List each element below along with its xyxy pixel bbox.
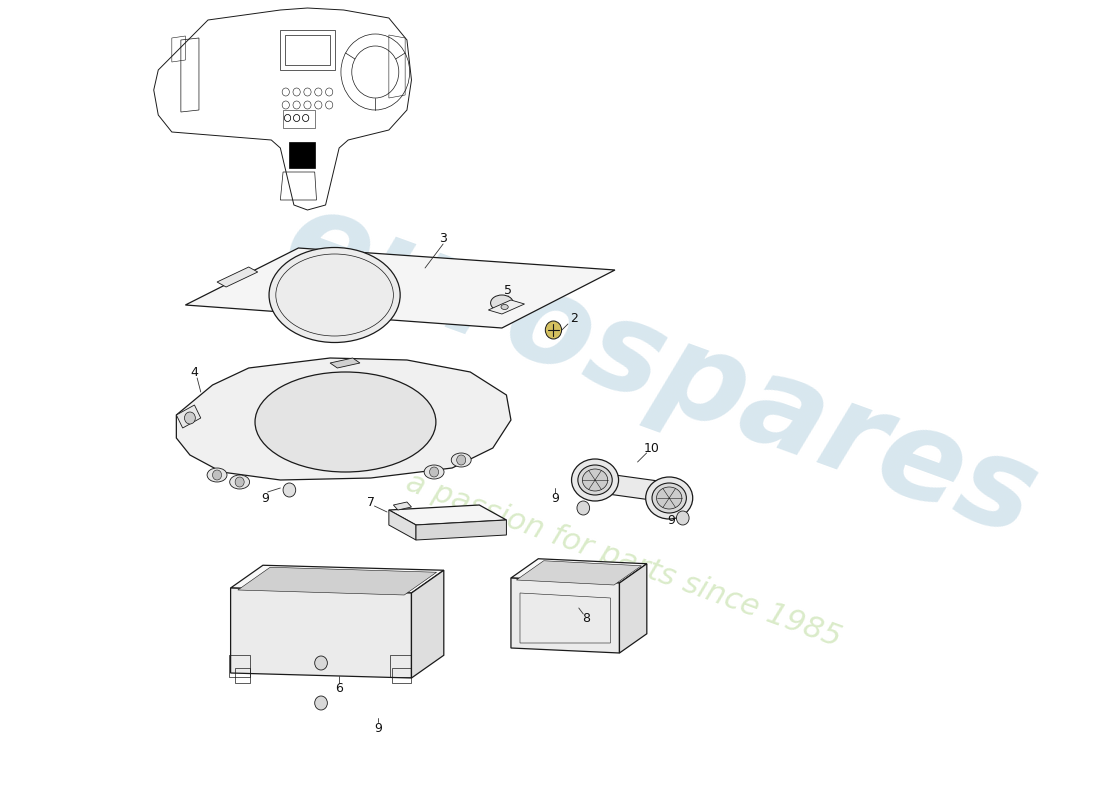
Circle shape — [283, 483, 296, 497]
Circle shape — [235, 477, 244, 487]
Polygon shape — [510, 558, 647, 583]
Text: 6: 6 — [336, 682, 343, 694]
Text: eurospares: eurospares — [268, 178, 1052, 562]
Circle shape — [315, 656, 328, 670]
Polygon shape — [176, 358, 510, 480]
Polygon shape — [411, 570, 443, 678]
Ellipse shape — [500, 305, 508, 310]
Polygon shape — [176, 405, 201, 428]
Text: 7: 7 — [366, 495, 375, 509]
Text: 5: 5 — [504, 283, 513, 297]
Ellipse shape — [646, 477, 693, 519]
Circle shape — [456, 455, 465, 465]
Polygon shape — [416, 520, 506, 540]
Text: 8: 8 — [582, 611, 590, 625]
Polygon shape — [289, 142, 315, 168]
Ellipse shape — [207, 468, 227, 482]
Polygon shape — [231, 588, 411, 678]
Circle shape — [185, 412, 196, 424]
Text: 10: 10 — [644, 442, 659, 454]
Polygon shape — [186, 248, 615, 328]
Ellipse shape — [657, 487, 682, 509]
Circle shape — [430, 467, 439, 477]
Polygon shape — [619, 564, 647, 653]
Polygon shape — [217, 267, 257, 287]
Circle shape — [578, 501, 590, 515]
Text: 4: 4 — [190, 366, 198, 378]
Polygon shape — [394, 502, 411, 510]
Ellipse shape — [451, 453, 471, 467]
Polygon shape — [389, 505, 506, 525]
Ellipse shape — [572, 459, 618, 501]
Ellipse shape — [230, 475, 250, 489]
Ellipse shape — [582, 469, 607, 491]
Ellipse shape — [270, 247, 400, 342]
Polygon shape — [510, 578, 619, 653]
Text: 3: 3 — [439, 231, 447, 245]
Polygon shape — [516, 561, 641, 585]
Polygon shape — [579, 470, 688, 505]
Polygon shape — [488, 300, 525, 314]
Text: 9: 9 — [551, 491, 559, 505]
Text: 9: 9 — [667, 514, 675, 526]
Text: 2: 2 — [570, 311, 579, 325]
Polygon shape — [231, 566, 443, 593]
Polygon shape — [389, 510, 416, 540]
Circle shape — [212, 470, 221, 480]
Ellipse shape — [652, 483, 686, 513]
Text: a passion for parts since 1985: a passion for parts since 1985 — [403, 467, 846, 653]
Circle shape — [676, 511, 689, 525]
Polygon shape — [330, 358, 360, 368]
Polygon shape — [238, 567, 437, 595]
Ellipse shape — [491, 295, 514, 311]
Ellipse shape — [255, 372, 436, 472]
Ellipse shape — [578, 465, 613, 495]
Ellipse shape — [425, 465, 444, 479]
Text: 9: 9 — [261, 491, 268, 505]
Circle shape — [315, 696, 328, 710]
Circle shape — [546, 321, 562, 339]
Text: 9: 9 — [374, 722, 382, 734]
